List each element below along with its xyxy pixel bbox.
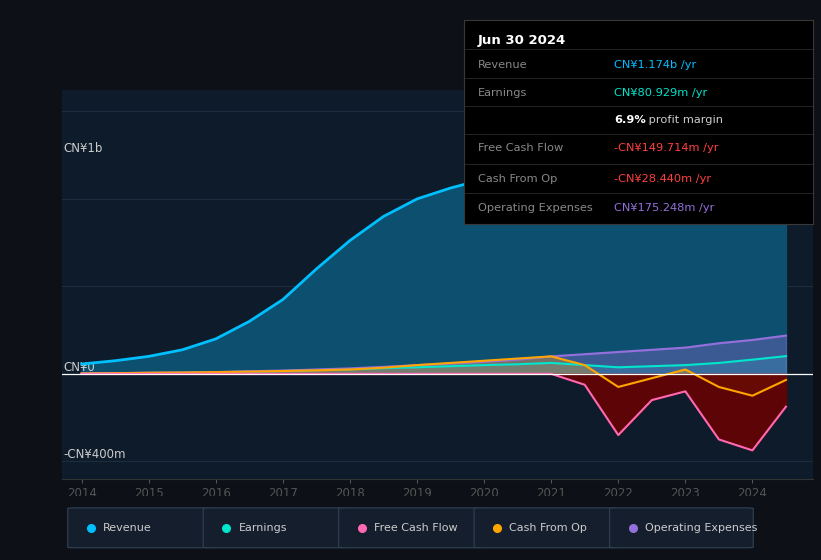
Text: -CN¥149.714m /yr: -CN¥149.714m /yr (614, 143, 718, 153)
Text: -CN¥400m: -CN¥400m (63, 449, 126, 461)
Text: Free Cash Flow: Free Cash Flow (478, 143, 563, 153)
Text: Operating Expenses: Operating Expenses (478, 203, 593, 213)
Text: Free Cash Flow: Free Cash Flow (374, 523, 457, 533)
Text: -CN¥28.440m /yr: -CN¥28.440m /yr (614, 174, 711, 184)
Text: CN¥0: CN¥0 (63, 361, 95, 374)
Text: Operating Expenses: Operating Expenses (645, 523, 757, 533)
Text: profit margin: profit margin (645, 115, 723, 125)
Text: CN¥80.929m /yr: CN¥80.929m /yr (614, 88, 707, 98)
Text: Revenue: Revenue (103, 523, 152, 533)
FancyBboxPatch shape (338, 508, 482, 548)
Text: Earnings: Earnings (238, 523, 287, 533)
Text: Jun 30 2024: Jun 30 2024 (478, 34, 566, 47)
Text: CN¥1b: CN¥1b (63, 142, 103, 155)
FancyBboxPatch shape (67, 508, 212, 548)
Text: CN¥1.174b /yr: CN¥1.174b /yr (614, 59, 696, 69)
Text: Revenue: Revenue (478, 59, 527, 69)
FancyBboxPatch shape (203, 508, 346, 548)
Text: Earnings: Earnings (478, 88, 527, 98)
Text: CN¥175.248m /yr: CN¥175.248m /yr (614, 203, 714, 213)
Text: Cash From Op: Cash From Op (509, 523, 587, 533)
Text: Cash From Op: Cash From Op (478, 174, 557, 184)
FancyBboxPatch shape (609, 508, 754, 548)
Text: 6.9%: 6.9% (614, 115, 645, 125)
FancyBboxPatch shape (475, 508, 617, 548)
